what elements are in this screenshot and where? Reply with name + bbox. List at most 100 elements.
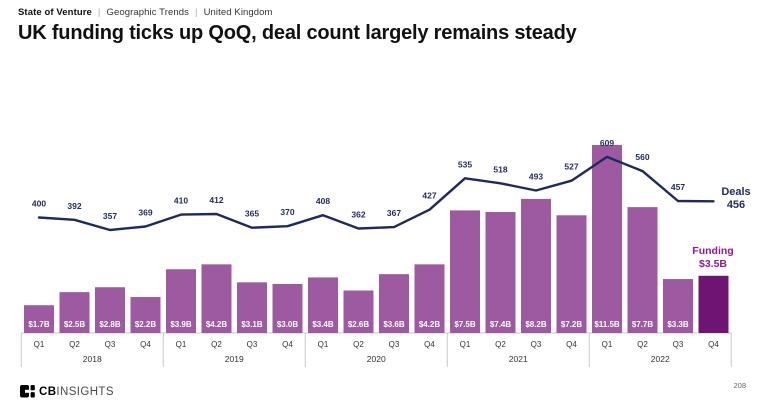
logo-text-cb: CB <box>39 385 57 398</box>
funding-bar-value-label: $7.4B <box>490 320 512 329</box>
quarter-tick-label: Q3 <box>105 340 116 349</box>
breadcrumb: State of Venture | Geographic Trends | Unite… <box>18 7 273 18</box>
deals-point-label: 518 <box>493 164 507 174</box>
deals-point-label: 369 <box>138 207 152 217</box>
funding-bar <box>592 145 622 333</box>
quarter-tick-label: Q2 <box>353 340 364 349</box>
funding-bar <box>450 210 480 333</box>
quarter-tick-label: Q3 <box>673 340 684 349</box>
funding-bar-value-label: $2.2B <box>135 320 157 329</box>
funding-bar-value-label: $2.6B <box>348 320 370 329</box>
funding-bar <box>343 290 374 333</box>
funding-bar-value-label: $8.2B <box>525 320 547 329</box>
deals-point-label: 457 <box>671 182 685 192</box>
breadcrumb-separator: | <box>97 7 101 18</box>
year-axis-label: 2019 <box>225 354 244 364</box>
funding-bar-value-label: $3.3B <box>667 320 689 329</box>
funding-bar-value-label: $4.2B <box>206 320 228 329</box>
deals-series-name: Deals <box>721 186 751 198</box>
quarter-tick-label: Q4 <box>140 340 151 349</box>
deals-line <box>37 155 715 232</box>
breadcrumb-separator: | <box>195 7 198 18</box>
breadcrumb-country: United Kingdom <box>203 7 273 18</box>
deals-point-label: 392 <box>67 201 81 211</box>
deals-point-label: 400 <box>32 199 46 209</box>
funding-bar-value-label: $4.2B <box>419 320 441 329</box>
quarter-tick-label: Q1 <box>318 340 329 349</box>
quarter-tick-label: Q1 <box>34 340 45 349</box>
quarter-tick-label: Q3 <box>389 340 400 349</box>
page-title: UK funding ticks up QoQ, deal count larg… <box>18 22 577 44</box>
funding-bar-value-label: $2.8B <box>99 320 121 329</box>
quarter-tick-label: Q4 <box>282 340 293 349</box>
funding-bar <box>237 282 267 333</box>
breadcrumb-section: Geographic Trends <box>106 7 189 18</box>
deals-point-label: 357 <box>103 211 117 221</box>
funding-bar <box>201 264 232 333</box>
page-number: 208 <box>733 381 746 390</box>
quarter-tick-label: Q3 <box>247 340 258 349</box>
quarter-tick-label: Q3 <box>531 340 542 349</box>
quarter-tick-label: Q2 <box>211 340 222 349</box>
deals-series-label: Deals 456 <box>712 186 760 212</box>
year-axis-label: 2018 <box>83 354 102 364</box>
funding-bar <box>59 292 90 333</box>
funding-bar <box>698 275 729 333</box>
quarter-tick-label: Q4 <box>424 340 435 349</box>
year-axis-label: 2022 <box>651 354 670 364</box>
year-axis-label: 2020 <box>367 354 386 364</box>
quarter-tick-label: Q2 <box>69 340 80 349</box>
funding-bar-value-label: $3.9B <box>170 320 192 329</box>
funding-series-name: Funding <box>692 245 734 257</box>
funding-bar-value-label: $3.0B <box>277 320 299 329</box>
funding-bar <box>379 274 409 333</box>
funding-bar-value-label: $7.7B <box>632 320 654 329</box>
funding-bar-value-label: $3.1B <box>241 320 263 329</box>
funding-deals-combo-chart: $1.7B $2.5B $2.8B $2.2B $3.9B $4.2B $3.1B $3.0B… <box>20 138 732 367</box>
quarter-tick-label: Q1 <box>176 340 187 349</box>
quarter-tick-label: Q1 <box>602 340 613 349</box>
deals-point-label: 427 <box>422 191 436 201</box>
funding-bar-value-label: $1.7B <box>28 320 50 329</box>
quarter-tick-label: Q1 <box>460 340 471 349</box>
cbinsights-logo-text: CBINSIGHTS <box>39 386 114 398</box>
funding-bar <box>272 283 303 333</box>
deals-point-label: 370 <box>280 207 294 217</box>
quarter-tick-label: Q4 <box>708 340 719 349</box>
funding-bar <box>556 215 587 333</box>
funding-latest-value: $3.5B <box>698 258 728 270</box>
deals-point-label: 609 <box>600 138 614 148</box>
deals-point-label: 410 <box>174 196 188 206</box>
deals-point-label: 527 <box>564 162 578 172</box>
deals-point-label: 367 <box>387 208 401 218</box>
funding-bar <box>414 264 445 333</box>
deals-latest-value: 456 <box>726 199 746 211</box>
breadcrumb-report-name: State of Venture <box>18 7 92 18</box>
funding-bar <box>166 269 196 333</box>
funding-bar-value-label: $7.5B <box>454 320 476 329</box>
quarter-tick-label: Q4 <box>566 340 577 349</box>
funding-bar-value-label: $7.2B <box>561 320 583 329</box>
deals-point-label: 408 <box>316 196 330 206</box>
funding-bar-value-label: $3.6B <box>383 320 405 329</box>
deals-point-label: 362 <box>351 210 365 220</box>
funding-bar <box>130 297 161 333</box>
logo-text-insights: INSIGHTS <box>56 385 114 398</box>
deals-point-label: 560 <box>635 152 649 162</box>
funding-bar <box>521 198 551 333</box>
funding-bar <box>95 287 125 333</box>
funding-bar <box>24 305 54 333</box>
funding-bar <box>627 207 658 333</box>
funding-bar <box>485 212 516 333</box>
year-axis-label: 2021 <box>509 354 528 364</box>
quarter-tick-label: Q2 <box>495 340 506 349</box>
funding-bar-value-label: $11.5B <box>594 320 620 329</box>
funding-series-label: Funding $3.5B <box>684 245 742 271</box>
cbinsights-logo-icon <box>20 385 35 398</box>
deals-point-label: 535 <box>458 159 472 169</box>
funding-bar-value-label: $2.5B <box>64 320 86 329</box>
deals-point-label: 365 <box>245 209 259 219</box>
funding-bar-value-label: $3.4B <box>312 320 334 329</box>
deals-point-label: 493 <box>529 172 543 182</box>
